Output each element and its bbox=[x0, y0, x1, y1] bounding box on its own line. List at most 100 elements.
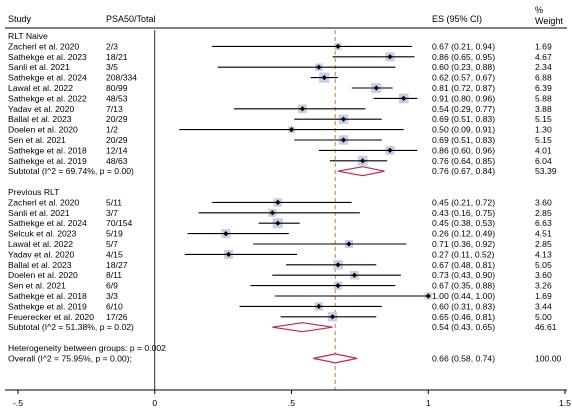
study-es-ci: 0.73 (0.43, 0.90) bbox=[432, 270, 495, 280]
point-estimate bbox=[335, 262, 341, 268]
study-name: Zacherl et al. 2020 bbox=[8, 41, 79, 51]
study-es-ci: 0.91 (0.80, 0.96) bbox=[432, 93, 495, 103]
group-label: RLT Naive bbox=[8, 31, 48, 41]
overall-es-ci: 0.66 (0.58, 0.74) bbox=[432, 353, 495, 363]
study-weight: 1.69 bbox=[535, 291, 552, 301]
study-es-ci: 0.69 (0.51, 0.83) bbox=[432, 114, 495, 124]
study-name: Sen et al. 2021 bbox=[8, 281, 66, 291]
study-es-ci: 0.45 (0.21, 0.72) bbox=[432, 197, 495, 207]
study-name: Selcuk et al. 2023 bbox=[8, 229, 77, 239]
study-es-ci: 0.69 (0.51, 0.83) bbox=[432, 135, 495, 145]
study-name: Doelen et al. 2020 bbox=[8, 125, 78, 135]
point-estimate bbox=[335, 283, 341, 289]
point-estimate bbox=[299, 106, 306, 112]
heterogeneity-note: Heterogeneity between groups: p = 0.002 bbox=[8, 343, 166, 353]
header-study: Study bbox=[8, 14, 32, 24]
study-name: Sathekge et al. 2024 bbox=[8, 73, 87, 83]
study-weight: 2.85 bbox=[535, 239, 552, 249]
subtotal-weight: 53.39 bbox=[535, 166, 557, 176]
study-es-ci: 0.45 (0.38, 0.53) bbox=[432, 218, 495, 228]
study-weight: 6.88 bbox=[535, 73, 552, 83]
point-estimate bbox=[360, 158, 366, 164]
study-weight: 2.34 bbox=[535, 62, 552, 72]
subtotal-label: Subtotal (I^2 = 69.74%, p = 0.00) bbox=[8, 166, 134, 176]
study-es-ci: 0.76 (0.64, 0.85) bbox=[432, 156, 495, 166]
study-weight: 4.01 bbox=[535, 145, 552, 155]
study-name: Sathekge et al. 2022 bbox=[8, 93, 87, 103]
study-name: Sathekge et al. 2018 bbox=[8, 291, 87, 301]
study-name: Ballal et al. 2023 bbox=[8, 114, 72, 124]
study-events: 48/63 bbox=[106, 156, 128, 166]
study-weight: 3.60 bbox=[535, 197, 552, 207]
study-name: Yadav et al. 2020 bbox=[8, 104, 74, 114]
study-events: 18/27 bbox=[106, 260, 128, 270]
study-name: Lawal et al. 2022 bbox=[8, 83, 73, 93]
point-estimate bbox=[387, 54, 393, 60]
study-es-ci: 0.62 (0.57, 0.67) bbox=[432, 73, 495, 83]
study-events: 6/9 bbox=[106, 281, 118, 291]
point-estimate bbox=[387, 147, 393, 154]
study-events: 3/7 bbox=[106, 208, 118, 218]
point-estimate bbox=[401, 95, 407, 101]
study-events: 3/5 bbox=[106, 62, 118, 72]
study-weight: 4.13 bbox=[535, 249, 552, 259]
x-tick-label: 0 bbox=[152, 398, 157, 408]
study-weight: 4.51 bbox=[535, 229, 552, 239]
study-weight: 3.44 bbox=[535, 301, 552, 311]
study-weight: 6.39 bbox=[535, 83, 552, 93]
study-es-ci: 0.86 (0.65, 0.95) bbox=[432, 52, 495, 62]
subtotal-weight: 46.61 bbox=[535, 322, 557, 332]
study-events: 4/15 bbox=[106, 249, 123, 259]
subtotal-label: Subtotal (I^2 = 51.38%, p = 0.02) bbox=[8, 322, 134, 332]
point-estimate bbox=[425, 293, 431, 299]
study-es-ci: 0.86 (0.60, 0.96) bbox=[432, 145, 495, 155]
study-events: 6/10 bbox=[106, 301, 123, 311]
study-events: 1/2 bbox=[106, 125, 118, 135]
study-name: Ballal et al. 2023 bbox=[8, 260, 72, 270]
study-es-ci: 0.67 (0.21, 0.94) bbox=[432, 41, 495, 51]
study-name: Zacherl et al. 2020 bbox=[8, 197, 79, 207]
study-events: 20/29 bbox=[106, 114, 128, 124]
study-name: Feuerecker et al. 2020 bbox=[8, 312, 94, 322]
study-name: Doelen et al. 2020 bbox=[8, 270, 78, 280]
study-events: 5/7 bbox=[106, 239, 118, 249]
overall-diamond bbox=[313, 353, 358, 364]
point-estimate bbox=[269, 210, 275, 216]
x-tick-label: -.5 bbox=[13, 398, 23, 408]
study-events: 8/11 bbox=[106, 270, 122, 280]
point-estimate bbox=[288, 127, 295, 133]
study-name: Sathekge et al. 2023 bbox=[8, 52, 87, 62]
reference-lines bbox=[154, 30, 336, 390]
study-events: 80/99 bbox=[106, 83, 128, 93]
group-label: Previous RLT bbox=[8, 187, 60, 197]
study-name: Sathekge et al. 2019 bbox=[8, 156, 87, 166]
point-estimate bbox=[275, 199, 281, 206]
point-estimate bbox=[351, 272, 358, 278]
study-name: Yadav et al. 2020 bbox=[8, 249, 74, 259]
study-name: Lawal et al. 2022 bbox=[8, 239, 73, 249]
study-es-ci: 0.26 (0.12, 0.49) bbox=[432, 229, 495, 239]
study-name: Sen et al. 2021 bbox=[8, 135, 66, 145]
study-es-ci: 0.67 (0.35, 0.88) bbox=[432, 281, 495, 291]
study-weight: 6.04 bbox=[535, 156, 552, 166]
x-tick-label: 1 bbox=[426, 398, 431, 408]
study-es-ci: 0.71 (0.36, 0.92) bbox=[432, 239, 495, 249]
point-estimate bbox=[329, 314, 336, 320]
point-estimate bbox=[225, 251, 232, 257]
study-name: Sanli et al. 2021 bbox=[8, 208, 70, 218]
x-tick-label: 1.5 bbox=[559, 398, 571, 408]
subtotal-diamond bbox=[337, 166, 385, 177]
subtotal-diamond bbox=[272, 322, 333, 333]
point-estimate bbox=[223, 231, 229, 237]
study-es-ci: 0.67 (0.48, 0.81) bbox=[432, 260, 495, 270]
study-events: 18/21 bbox=[106, 52, 128, 62]
header-weight-line2: Weight bbox=[535, 16, 563, 26]
study-events: 17/26 bbox=[106, 312, 128, 322]
study-weight: 5.15 bbox=[535, 135, 552, 145]
point-estimate bbox=[316, 303, 322, 309]
header-weight-line1: % bbox=[535, 5, 543, 15]
point-estimate bbox=[316, 64, 322, 70]
study-events: 5/19 bbox=[106, 229, 123, 239]
